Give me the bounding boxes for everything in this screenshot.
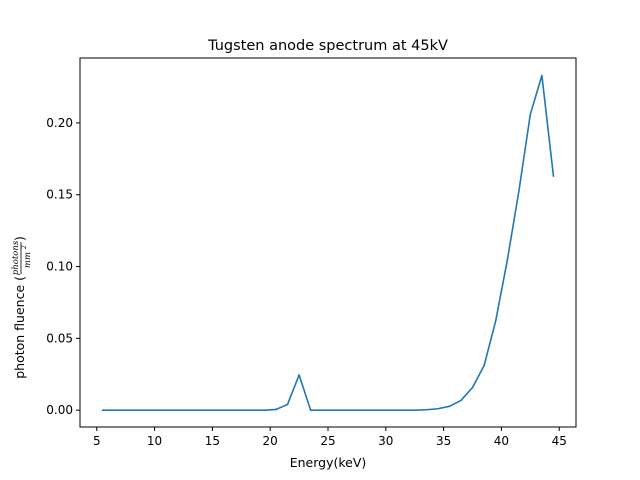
data-point bbox=[171, 409, 173, 411]
data-point bbox=[460, 399, 462, 402]
data-point bbox=[298, 374, 300, 376]
data-point bbox=[332, 409, 335, 411]
y-axis: 0.00 0.05 0.10 0.15 0.20 bbox=[46, 116, 80, 417]
x-tick-label: 40 bbox=[494, 434, 509, 448]
data-point bbox=[124, 409, 127, 411]
data-point bbox=[471, 386, 474, 389]
data-point bbox=[182, 409, 185, 411]
y-tick-label: 0.10 bbox=[46, 260, 73, 274]
y-axis-label-denominator: mm bbox=[23, 252, 33, 268]
data-point bbox=[194, 409, 196, 411]
data-point bbox=[425, 408, 428, 411]
y-tick-label: 0.00 bbox=[46, 403, 73, 417]
data-point bbox=[275, 408, 277, 411]
y-axis-label-suffix: ) bbox=[12, 236, 27, 241]
data-point bbox=[506, 260, 509, 262]
x-tick-label: 20 bbox=[263, 434, 278, 448]
data-point bbox=[217, 409, 219, 411]
data-point bbox=[321, 409, 324, 411]
data-point bbox=[529, 113, 532, 116]
y-tick-label: 0.05 bbox=[46, 331, 73, 345]
data-point bbox=[413, 409, 416, 411]
data-point bbox=[541, 74, 543, 77]
data-point bbox=[228, 409, 231, 411]
x-tick-label: 15 bbox=[205, 434, 220, 448]
data-point bbox=[309, 409, 312, 411]
y-axis-label: photon fluence ( photons mm 2 ) bbox=[11, 236, 33, 379]
x-tick-label: 35 bbox=[436, 434, 451, 448]
chart-title: Tugsten anode spectrum at 45kV bbox=[207, 38, 448, 54]
data-point bbox=[344, 409, 347, 411]
data-point bbox=[147, 409, 150, 411]
data-point bbox=[136, 409, 139, 411]
y-tick-label: 0.15 bbox=[46, 188, 73, 202]
y-axis-label-prefix: photon fluence ( bbox=[12, 276, 27, 379]
data-point bbox=[240, 409, 243, 411]
data-point bbox=[286, 403, 289, 406]
data-point bbox=[552, 175, 555, 177]
y-axis-label-numerator: photons bbox=[11, 240, 21, 275]
data-point bbox=[483, 364, 485, 367]
data-point bbox=[263, 409, 266, 411]
data-point bbox=[379, 409, 381, 411]
x-tick-label: 5 bbox=[93, 434, 101, 448]
x-axis-label: Energy(keV) bbox=[290, 455, 367, 470]
plot-frame bbox=[79, 57, 577, 428]
data-point bbox=[367, 409, 370, 411]
data-point bbox=[356, 409, 358, 411]
x-tick-label: 45 bbox=[552, 434, 567, 448]
y-axis-label-exponent: 2 bbox=[21, 245, 28, 250]
y-tick-label: 0.20 bbox=[46, 116, 73, 130]
data-point bbox=[402, 409, 404, 411]
data-point bbox=[437, 407, 439, 410]
x-tick-label: 30 bbox=[378, 434, 393, 448]
data-point bbox=[159, 409, 162, 411]
data-point bbox=[448, 405, 451, 408]
data-point bbox=[113, 409, 115, 411]
series-line-spectrum bbox=[102, 74, 555, 411]
x-tick-label: 10 bbox=[147, 434, 162, 448]
data-point bbox=[205, 409, 208, 411]
data-point bbox=[390, 409, 393, 411]
data-point bbox=[517, 191, 520, 193]
plot-area bbox=[101, 74, 555, 411]
data-point bbox=[101, 409, 104, 411]
data-point bbox=[252, 409, 254, 411]
x-axis: 5 10 15 20 25 30 35 40 45 bbox=[93, 427, 567, 448]
x-tick-label: 25 bbox=[320, 434, 335, 448]
data-point bbox=[494, 320, 497, 322]
